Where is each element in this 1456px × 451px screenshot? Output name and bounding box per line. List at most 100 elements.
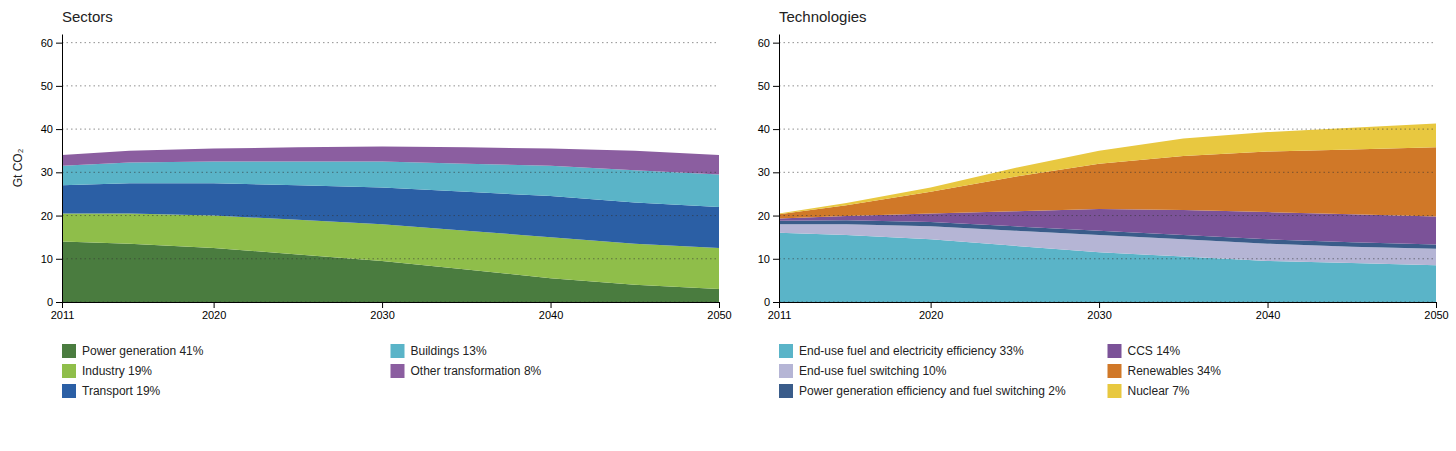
tick-label: 30 — [41, 166, 53, 178]
tick-label: 0 — [764, 296, 770, 308]
tick-label: 2040 — [1256, 309, 1280, 321]
tick: 2040 — [539, 302, 563, 321]
tick: 50 — [758, 80, 779, 92]
legend-item: End-use fuel switching 10% — [779, 364, 947, 378]
tick-mark — [719, 302, 720, 308]
x-axis: 2011 2020 2030 2040 2050 — [51, 302, 732, 321]
tick: 2030 — [1087, 302, 1111, 321]
tick-label: 2020 — [202, 309, 226, 321]
grid-line — [62, 42, 719, 43]
area-layer — [779, 123, 1436, 214]
chart-title: Sectors — [62, 8, 113, 25]
axis-line — [780, 302, 1437, 303]
chart-title: Technologies — [779, 8, 867, 25]
legend-swatch — [391, 364, 405, 378]
tick-mark — [1436, 302, 1437, 308]
tick-mark — [779, 302, 780, 308]
tick-label: 40 — [758, 123, 770, 135]
tick-mark — [1099, 302, 1100, 308]
y-axis: 0102030405060 — [758, 35, 780, 309]
legend-label: Buildings 13% — [411, 344, 487, 358]
tick: 10 — [41, 253, 62, 265]
tick: 20 — [41, 210, 62, 222]
legend-item: Nuclear 7% — [1108, 384, 1190, 398]
tick-mark — [551, 302, 552, 308]
tick: 40 — [41, 123, 62, 135]
legend-item: Industry 19% — [62, 364, 152, 378]
tick-label: 2011 — [768, 309, 792, 321]
tick: 2030 — [370, 302, 394, 321]
tick-label: 2040 — [539, 309, 563, 321]
grid-line — [779, 42, 1436, 43]
grid-line — [779, 129, 1436, 130]
grid-line — [779, 215, 1436, 216]
tick-mark — [382, 302, 383, 308]
tick-label: 2020 — [919, 309, 943, 321]
grid-line — [62, 85, 719, 86]
legend-label: Transport 19% — [82, 384, 161, 398]
tick-label: 2050 — [707, 309, 731, 321]
tick-label: 60 — [41, 37, 53, 49]
tick-label: 20 — [758, 210, 770, 222]
tick-mark — [56, 259, 62, 260]
tick-label: 2050 — [1424, 309, 1448, 321]
legend: End-use fuel and electricity efficiency … — [779, 344, 1221, 398]
legend-item: Transport 19% — [62, 384, 161, 398]
legend-item: Other transformation 8% — [391, 364, 542, 378]
tick: 40 — [758, 123, 779, 135]
tick: 2020 — [919, 302, 943, 321]
tick: 0 — [764, 296, 779, 308]
y-axis-label: Gt CO₂ — [11, 148, 25, 187]
tick-label: 2030 — [1087, 309, 1111, 321]
tick: 50 — [41, 80, 62, 92]
legend-swatch — [391, 344, 405, 358]
tick: 60 — [41, 37, 62, 49]
area-layer — [62, 146, 719, 174]
legend-swatch — [62, 364, 76, 378]
axis-line — [63, 302, 720, 303]
legend-swatch — [779, 344, 793, 358]
legend-item: Power generation efficiency and fuel swi… — [779, 384, 1066, 398]
legend: Power generation 41% Industry 19% Transpor… — [62, 344, 542, 398]
tick-mark — [773, 259, 779, 260]
grid-line — [62, 258, 719, 259]
grid-line — [62, 172, 719, 173]
tick-label: 0 — [47, 296, 53, 308]
tick-label: 2011 — [51, 309, 75, 321]
legend-label: Power generation efficiency and fuel swi… — [799, 384, 1066, 398]
tick-mark — [56, 172, 62, 173]
plot-area — [779, 43, 1436, 302]
tick-label: 10 — [758, 253, 770, 265]
tick-mark — [56, 43, 62, 44]
tick: 30 — [758, 166, 779, 178]
tick: 2011 — [768, 302, 792, 321]
tick-label: 30 — [758, 166, 770, 178]
grid-line — [779, 172, 1436, 173]
legend-item: End-use fuel and electricity efficiency … — [779, 344, 1024, 358]
tick-label: 10 — [41, 253, 53, 265]
legend-item: CCS 14% — [1108, 344, 1181, 358]
tick-mark — [56, 216, 62, 217]
tick-mark — [773, 302, 779, 303]
tick-mark — [56, 302, 62, 303]
legend-swatch — [62, 384, 76, 398]
tick-mark — [773, 86, 779, 87]
legend-item: Renewables 34% — [1108, 364, 1222, 378]
plot-area — [62, 43, 719, 302]
tick-mark — [931, 302, 932, 308]
tick-label: 2030 — [370, 309, 394, 321]
tick-mark — [773, 216, 779, 217]
tick-mark — [1268, 302, 1269, 308]
tick-mark — [62, 302, 63, 308]
legend-item: Power generation 41% — [62, 344, 204, 358]
legend-item: Buildings 13% — [391, 344, 487, 358]
tick-mark — [773, 129, 779, 130]
legend-swatch — [1108, 344, 1122, 358]
legend-swatch — [1108, 364, 1122, 378]
grid-line — [779, 85, 1436, 86]
axis-line — [779, 35, 780, 303]
tick-label: 40 — [41, 123, 53, 135]
grid-line — [62, 215, 719, 216]
legend-label: CCS 14% — [1128, 344, 1181, 358]
tick: 2040 — [1256, 302, 1280, 321]
